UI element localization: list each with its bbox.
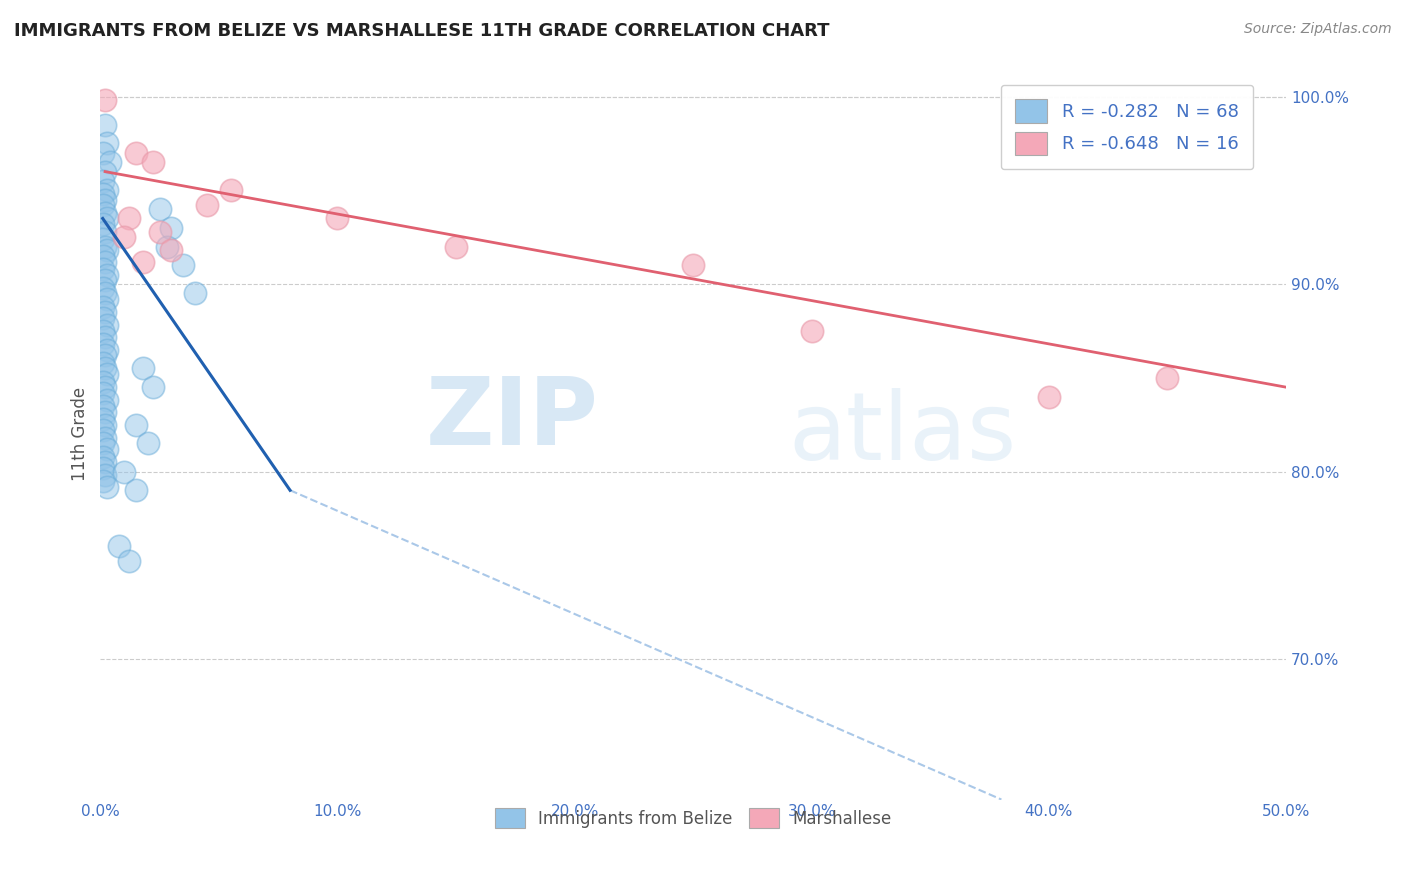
Point <box>149 225 172 239</box>
Point <box>91 399 114 413</box>
Point <box>94 94 117 108</box>
Text: IMMIGRANTS FROM BELIZE VS MARSHALLESE 11TH GRADE CORRELATION CHART: IMMIGRANTS FROM BELIZE VS MARSHALLESE 11… <box>14 22 830 40</box>
Point <box>94 468 117 483</box>
Point <box>195 198 218 212</box>
Point <box>96 292 118 306</box>
Point <box>219 183 242 197</box>
Point <box>94 329 117 343</box>
Point <box>94 417 117 432</box>
Point <box>94 305 117 319</box>
Point <box>118 554 141 568</box>
Point <box>1038 390 1060 404</box>
Point <box>108 540 131 554</box>
Point <box>800 324 823 338</box>
Point <box>91 450 114 464</box>
Point <box>444 239 467 253</box>
Point <box>91 249 114 263</box>
Point <box>91 356 114 370</box>
Point <box>94 286 117 301</box>
Point <box>91 262 114 277</box>
Point <box>96 479 118 493</box>
Point <box>94 254 117 268</box>
Point <box>91 423 114 437</box>
Point <box>125 145 148 160</box>
Point <box>96 343 118 357</box>
Point <box>96 244 118 258</box>
Point <box>91 474 114 488</box>
Point <box>96 318 118 333</box>
Point <box>94 164 117 178</box>
Point <box>94 239 117 253</box>
Point <box>149 202 172 216</box>
Point <box>94 206 117 220</box>
Point <box>160 244 183 258</box>
Point <box>94 361 117 376</box>
Point <box>91 281 114 295</box>
Point <box>91 217 114 231</box>
Point <box>91 385 114 400</box>
Point <box>91 232 114 246</box>
Point <box>96 211 118 226</box>
Point <box>96 136 118 151</box>
Point <box>172 258 194 272</box>
Point <box>141 155 163 169</box>
Point <box>91 375 114 389</box>
Point <box>156 239 179 253</box>
Point <box>125 417 148 432</box>
Point <box>94 404 117 418</box>
Point <box>96 183 118 197</box>
Point <box>118 211 141 226</box>
Point <box>132 254 155 268</box>
Point <box>141 380 163 394</box>
Point <box>91 145 114 160</box>
Point <box>91 187 114 202</box>
Point <box>125 483 148 498</box>
Point <box>91 310 114 325</box>
Point <box>91 174 114 188</box>
Point <box>91 412 114 426</box>
Point <box>184 286 207 301</box>
Point <box>94 455 117 469</box>
Point <box>96 268 118 282</box>
Point <box>136 436 159 450</box>
Point <box>326 211 349 226</box>
Point <box>94 348 117 362</box>
Point <box>94 118 117 132</box>
Point <box>91 337 114 351</box>
Text: ZIP: ZIP <box>426 374 599 466</box>
Point <box>96 367 118 381</box>
Point <box>98 155 121 169</box>
Point <box>94 273 117 287</box>
Point <box>91 436 114 450</box>
Point <box>132 361 155 376</box>
Legend: Immigrants from Belize, Marshallese: Immigrants from Belize, Marshallese <box>488 801 898 835</box>
Point <box>91 300 114 314</box>
Point <box>91 198 114 212</box>
Point <box>94 193 117 207</box>
Point <box>96 442 118 456</box>
Point <box>112 230 135 244</box>
Text: Source: ZipAtlas.com: Source: ZipAtlas.com <box>1244 22 1392 37</box>
Point <box>112 465 135 479</box>
Point <box>94 431 117 445</box>
Point <box>682 258 704 272</box>
Point <box>91 324 114 338</box>
Text: atlas: atlas <box>787 388 1017 480</box>
Point <box>1156 371 1178 385</box>
Point <box>94 380 117 394</box>
Point <box>94 225 117 239</box>
Point <box>91 460 114 475</box>
Point <box>160 220 183 235</box>
Y-axis label: 11th Grade: 11th Grade <box>72 387 89 481</box>
Point <box>96 393 118 408</box>
